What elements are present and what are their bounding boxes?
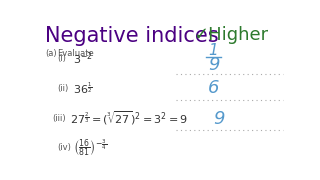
Text: (iii): (iii) <box>52 114 66 123</box>
Text: 1: 1 <box>209 43 219 58</box>
Text: 6: 6 <box>208 79 219 97</box>
Text: $\left(\frac{16}{81}\right)^{-\frac{3}{4}}$: $\left(\frac{16}{81}\right)^{-\frac{3}{4… <box>74 138 108 158</box>
Text: (iv): (iv) <box>57 143 71 152</box>
Text: Evaluate: Evaluate <box>57 49 94 58</box>
Text: $3^{-2}$: $3^{-2}$ <box>74 50 93 67</box>
Text: 9: 9 <box>208 56 219 74</box>
Text: Negative indices: Negative indices <box>45 26 219 46</box>
Text: $36^{\frac{1}{2}}$: $36^{\frac{1}{2}}$ <box>74 80 93 96</box>
Text: (a): (a) <box>45 49 57 58</box>
Text: (i): (i) <box>57 54 66 63</box>
Text: $27^{\frac{2}{3}} = (\sqrt[3]{27})^{2} = 3^{2} = 9$: $27^{\frac{2}{3}} = (\sqrt[3]{27})^{2} =… <box>70 110 188 127</box>
Text: (ii): (ii) <box>57 84 68 93</box>
Text: ✓Higher: ✓Higher <box>194 26 269 44</box>
Text: 9: 9 <box>213 110 224 128</box>
